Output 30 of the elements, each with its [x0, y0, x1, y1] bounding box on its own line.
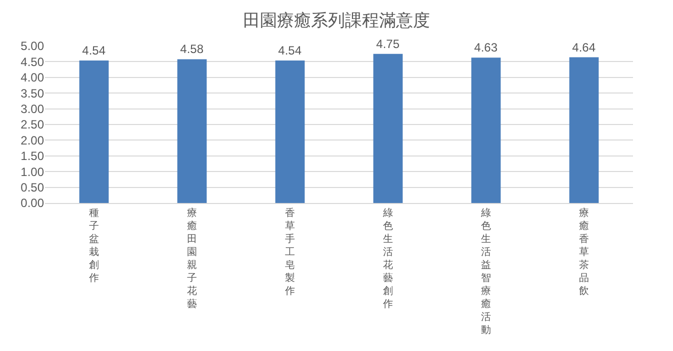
x-tick-label: 療癒香草茶品飲	[579, 207, 589, 297]
chart-title: 田園療癒系列課程滿意度	[243, 10, 430, 30]
bar	[275, 60, 305, 203]
y-tick-label: 4.00	[20, 70, 44, 85]
data-label: 4.63	[474, 40, 498, 55]
y-tick-label: 0.00	[20, 196, 44, 210]
data-label: 4.54	[278, 43, 302, 58]
bar	[373, 54, 403, 203]
y-tick-label: 4.50	[20, 54, 44, 69]
y-tick-label: 3.00	[20, 102, 44, 116]
y-tick-label: 2.50	[20, 118, 44, 132]
x-tick-label: 種子盆栽創作	[88, 208, 99, 284]
x-tick-label: 療癒田園親子花藝	[187, 207, 197, 310]
data-label: 4.64	[572, 40, 596, 54]
category-label: 綠色生活益智療癒活動	[481, 208, 491, 336]
y-tick-label: 3.50	[20, 86, 44, 100]
y-tick-label: 2.00	[20, 133, 44, 148]
bar	[177, 59, 207, 203]
y-tick-label: 1.50	[20, 149, 44, 164]
x-tick-label: 香草手工皂製作	[284, 207, 295, 297]
data-label: 4.54	[82, 43, 106, 58]
bar	[569, 57, 599, 203]
y-tick-label: 5.00	[20, 39, 44, 54]
x-tick-label: 綠色生活花藝創作	[382, 207, 393, 310]
y-tick-label: 0.50	[20, 180, 44, 194]
data-label: 4.58	[180, 42, 204, 56]
data-label: 4.75	[376, 36, 400, 51]
bar	[79, 60, 109, 203]
bar	[471, 58, 501, 203]
y-tick-label: 1.00	[20, 164, 44, 179]
